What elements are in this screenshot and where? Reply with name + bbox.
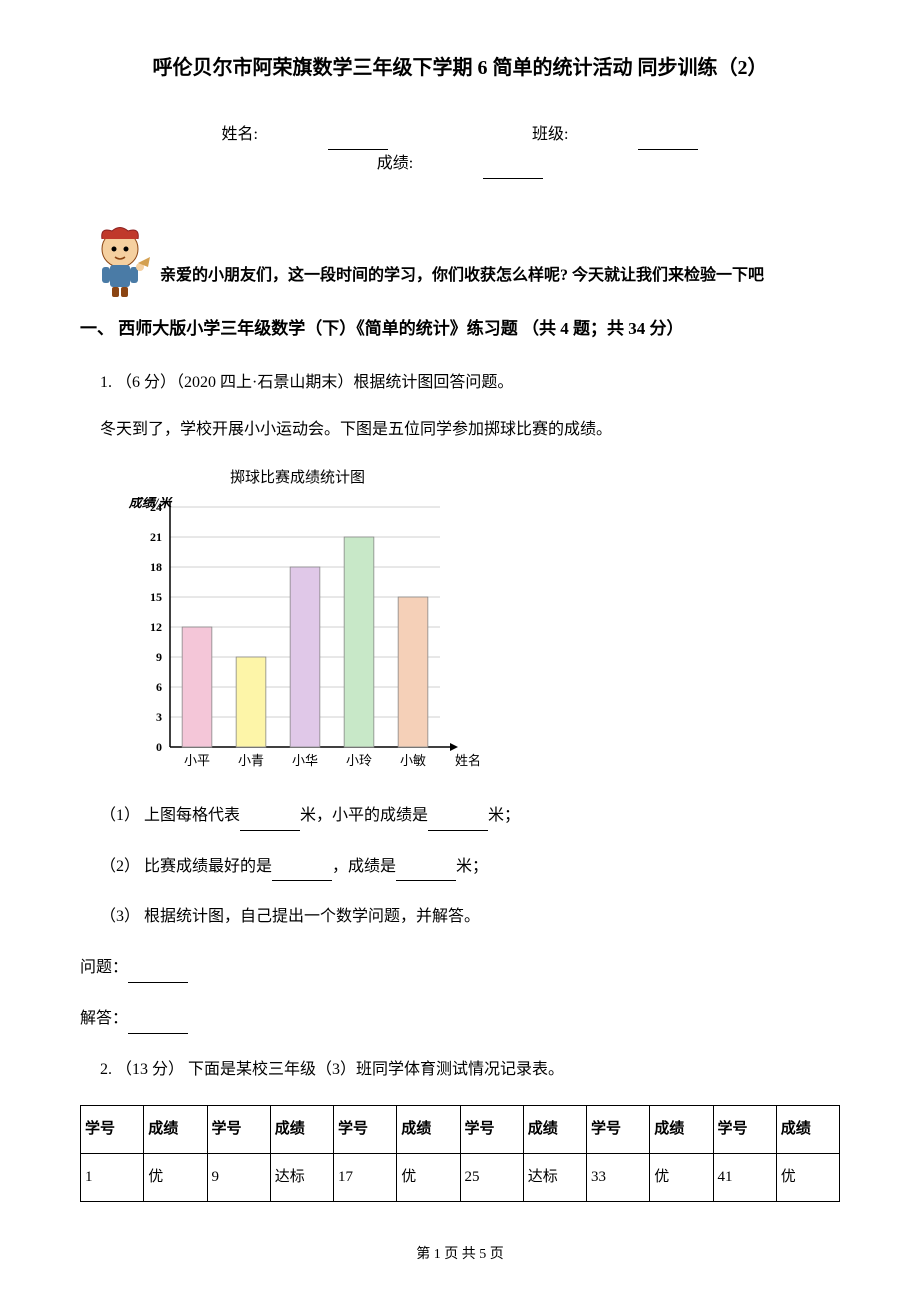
bar-chart: 成绩/米03691215182124小平小青小华小玲小敏姓名 [120, 497, 480, 777]
q1-sub2-c: 米； [456, 858, 488, 875]
q1-sub2-a: （2） 比赛成绩最好的是 [100, 858, 272, 875]
table-header-cell: 学号 [334, 1105, 397, 1153]
svg-text:3: 3 [156, 710, 162, 724]
q1-sub1-c: 米； [488, 807, 520, 824]
problem-line: 问题： [80, 954, 840, 983]
table-header-cell: 成绩 [144, 1105, 207, 1153]
problem-label: 问题： [80, 959, 128, 976]
intro-text: 亲爱的小朋友们，这一段时间的学习，你们收获怎么样呢? 今天就让我们来检验一下吧 [160, 262, 764, 299]
q1-sub2-blank1[interactable] [272, 862, 332, 881]
table-header-cell: 成绩 [270, 1105, 333, 1153]
q1-sub3: （3） 根据统计图，自己提出一个数学问题，并解答。 [100, 903, 840, 932]
question-2: 2. （13 分） 下面是某校三年级（3）班同学体育测试情况记录表。 [100, 1056, 840, 1085]
q1-sub1-b: 米，小平的成绩是 [300, 807, 428, 824]
table-cell: 优 [650, 1153, 713, 1201]
table-row: 1优9达标17优25达标33优41优 [81, 1153, 840, 1201]
table-header-cell: 成绩 [523, 1105, 586, 1153]
class-blank[interactable] [638, 131, 698, 150]
answer-blank[interactable] [128, 1015, 188, 1034]
section-header: 一、 西师大版小学三年级数学（下）《简单的统计》练习题 （共 4 题；共 34 … [80, 314, 840, 345]
question-1: 1. （6 分）（2020 四上·石景山期末）根据统计图回答问题。 冬天到了，学… [100, 369, 840, 932]
svg-text:姓名: 姓名 [455, 753, 480, 768]
table-header-cell: 学号 [460, 1105, 523, 1153]
q1-prefix: 1. （6 分）（2020 四上·石景山期末）根据统计图回答问题。 [100, 369, 840, 398]
table-cell: 达标 [523, 1153, 586, 1201]
name-label: 姓名: [222, 121, 258, 150]
table-cell: 1 [81, 1153, 144, 1201]
q1-sub1: （1） 上图每格代表 米，小平的成绩是 米； [100, 802, 840, 831]
svg-text:15: 15 [150, 590, 162, 604]
q1-sub2-blank2[interactable] [396, 862, 456, 881]
table-header-cell: 成绩 [650, 1105, 713, 1153]
chart-container: 掷球比赛成绩统计图 成绩/米03691215182124小平小青小华小玲小敏姓名 [120, 465, 840, 777]
svg-text:0: 0 [156, 740, 162, 754]
table-header-cell: 学号 [81, 1105, 144, 1153]
q1-sub1-blank1[interactable] [240, 811, 300, 830]
svg-text:小华: 小华 [292, 753, 318, 768]
table-cell: 41 [713, 1153, 776, 1201]
data-table: 学号成绩学号成绩学号成绩学号成绩学号成绩学号成绩 1优9达标17优25达标33优… [80, 1105, 840, 1202]
svg-text:24: 24 [150, 500, 162, 514]
table-cell: 33 [587, 1153, 650, 1201]
table-cell: 优 [144, 1153, 207, 1201]
page-footer: 第 1 页 共 5 页 [80, 1242, 840, 1267]
q1-sub2-b: ，成绩是 [332, 858, 396, 875]
answer-label: 解答： [80, 1010, 128, 1027]
table-header-cell: 成绩 [397, 1105, 460, 1153]
table-header-cell: 学号 [207, 1105, 270, 1153]
svg-text:小敏: 小敏 [400, 753, 426, 768]
svg-text:18: 18 [150, 560, 162, 574]
name-blank[interactable] [328, 131, 388, 150]
q1-sub1-a: （1） 上图每格代表 [100, 807, 240, 824]
q2-prefix: 2. （13 分） 下面是某校三年级（3）班同学体育测试情况记录表。 [100, 1056, 840, 1085]
svg-text:6: 6 [156, 680, 162, 694]
q1-sub2: （2） 比赛成绩最好的是 ，成绩是 米； [100, 853, 840, 882]
table-cell: 25 [460, 1153, 523, 1201]
table-cell: 优 [776, 1153, 839, 1201]
mascot-icon [80, 219, 160, 299]
q1-context: 冬天到了，学校开展小小运动会。下图是五位同学参加掷球比赛的成绩。 [100, 416, 840, 445]
table-header-row: 学号成绩学号成绩学号成绩学号成绩学号成绩学号成绩 [81, 1105, 840, 1153]
table-header-cell: 学号 [587, 1105, 650, 1153]
problem-blank[interactable] [128, 964, 188, 983]
class-field: 班级: [497, 121, 733, 150]
q1-sub1-blank2[interactable] [428, 811, 488, 830]
svg-text:21: 21 [150, 530, 162, 544]
table-cell: 优 [397, 1153, 460, 1201]
svg-text:12: 12 [150, 620, 162, 634]
svg-text:9: 9 [156, 650, 162, 664]
table-header-cell: 学号 [713, 1105, 776, 1153]
info-line: 姓名: 班级: 成绩: [80, 121, 840, 179]
page-title: 呼伦贝尔市阿荣旗数学三年级下学期 6 简单的统计活动 同步训练（2） [80, 50, 840, 86]
class-label: 班级: [532, 121, 568, 150]
score-blank[interactable] [483, 159, 543, 178]
score-field: 成绩: [342, 150, 578, 179]
svg-text:小平: 小平 [184, 753, 210, 768]
table-header-cell: 成绩 [776, 1105, 839, 1153]
name-field: 姓名: [187, 121, 423, 150]
table-cell: 17 [334, 1153, 397, 1201]
svg-text:小玲: 小玲 [346, 753, 372, 768]
svg-text:小青: 小青 [238, 753, 264, 768]
table-cell: 达标 [270, 1153, 333, 1201]
intro-row: 亲爱的小朋友们，这一段时间的学习，你们收获怎么样呢? 今天就让我们来检验一下吧 [80, 219, 840, 299]
table-cell: 9 [207, 1153, 270, 1201]
answer-line-row: 解答： [80, 1005, 840, 1034]
score-label: 成绩: [377, 150, 413, 179]
chart-title: 掷球比赛成绩统计图 [230, 465, 840, 492]
